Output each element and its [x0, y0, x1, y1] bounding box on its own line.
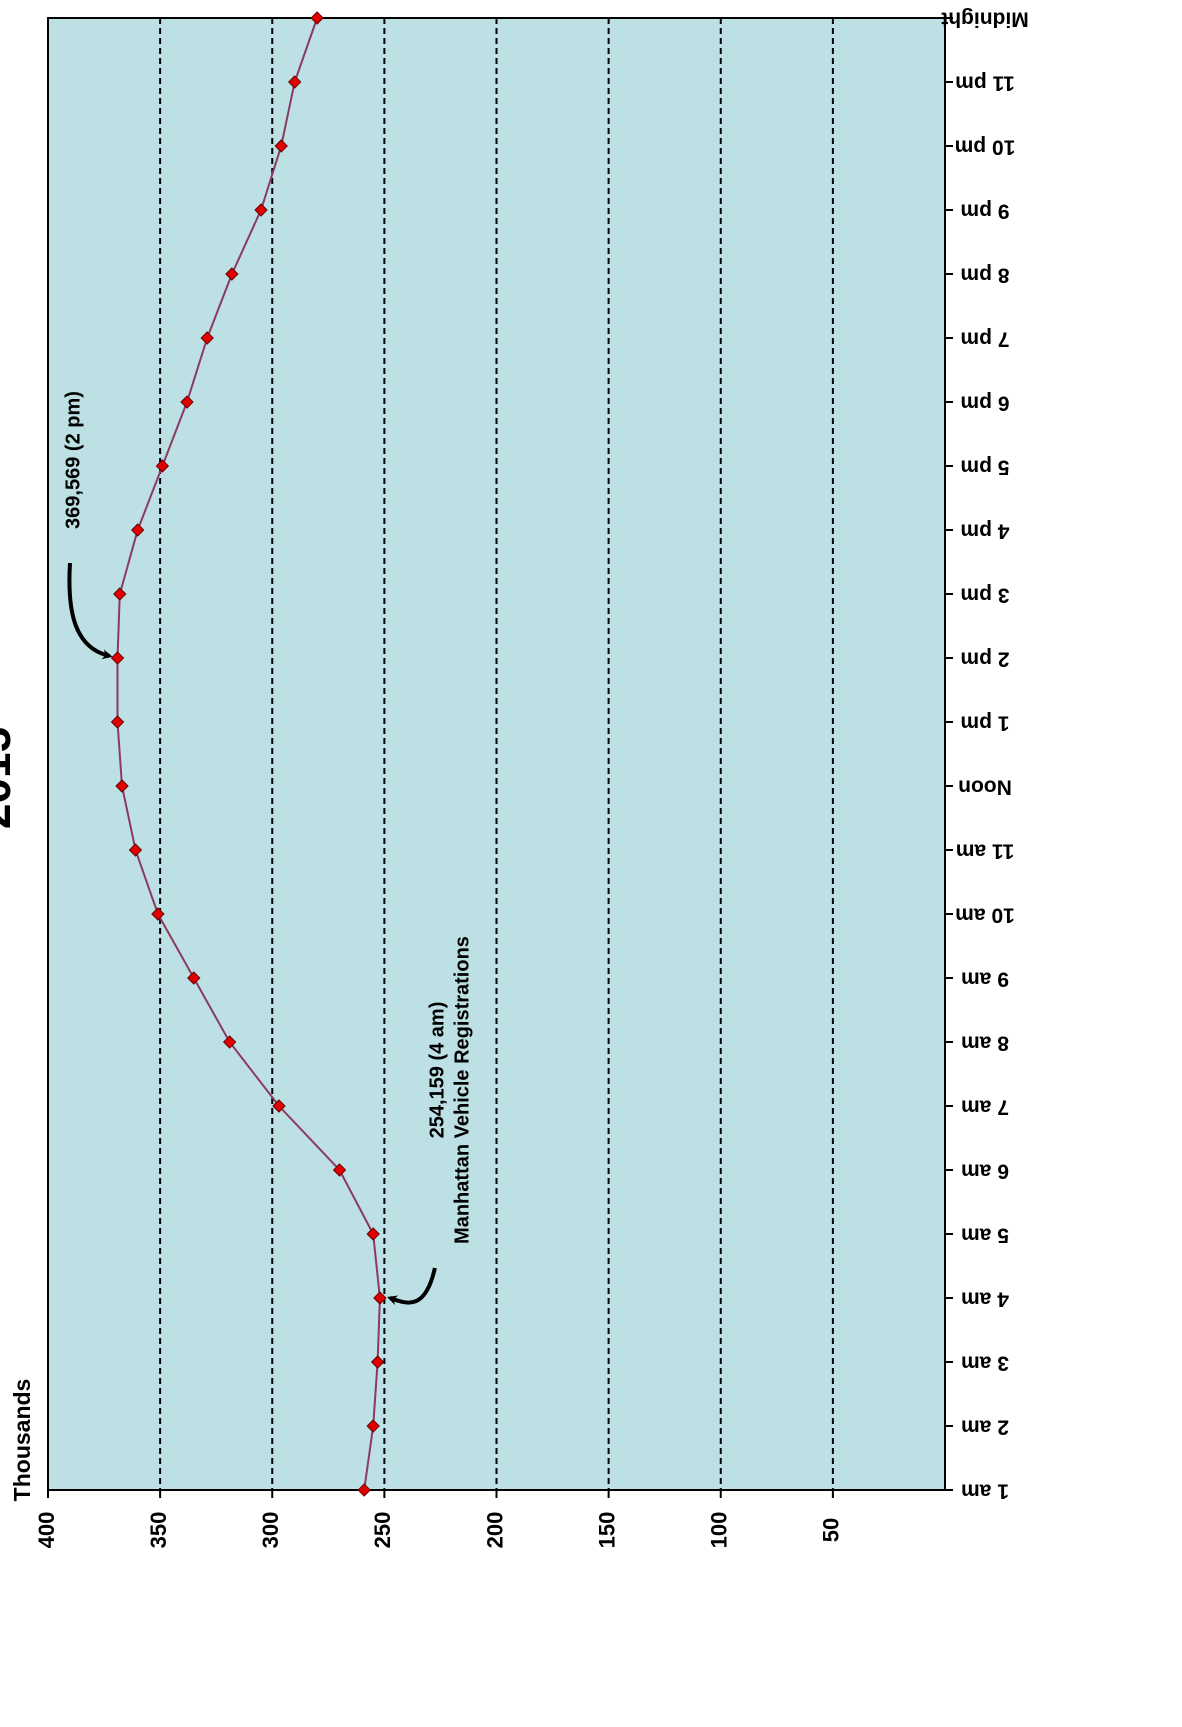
- data-point-midnight: [310, 11, 324, 25]
- data-point-1-pm: [110, 715, 125, 729]
- category-label-5: 6 am: [961, 1159, 1009, 1182]
- category-label-4: 5 am: [961, 1223, 1009, 1246]
- data-point-5-pm: [155, 459, 170, 473]
- value-tick-label-150: 150: [594, 1512, 619, 1549]
- category-label-0: 1 am: [961, 1479, 1009, 1502]
- data-point-5-am: [366, 1227, 380, 1241]
- data-point-11-am: [128, 843, 143, 857]
- data-point-10-pm: [274, 139, 288, 153]
- category-label-2: 3 am: [961, 1351, 1009, 1374]
- category-label-17: 6 pm: [960, 391, 1009, 414]
- category-label-9: 10 am: [955, 903, 1015, 926]
- data-point-11-pm: [287, 75, 302, 89]
- category-label-15: 4 pm: [960, 519, 1009, 542]
- category-label-16: 5 pm: [960, 455, 1009, 478]
- axes: [47, 17, 953, 1498]
- data-point-7-pm: [200, 331, 214, 345]
- data-point-8-am: [222, 1035, 237, 1049]
- chart-title: 2015: [0, 727, 20, 829]
- series-markers: [110, 11, 387, 1497]
- data-point-3-pm: [113, 587, 127, 601]
- annotation-min-value: 254,159 (4 am): [426, 1002, 448, 1139]
- data-point-noon: [115, 779, 129, 793]
- plot-frame: [47, 17, 946, 1491]
- category-label-7: 8 am: [961, 1031, 1009, 1054]
- data-point-8-pm: [225, 267, 239, 281]
- value-tick-label-300: 300: [258, 1512, 283, 1549]
- value-tick-label-50: 50: [819, 1518, 844, 1542]
- data-point-9-pm: [254, 203, 268, 217]
- category-label-12: 1 pm: [960, 711, 1009, 734]
- value-tick-label-200: 200: [482, 1512, 507, 1549]
- category-label-3: 4 am: [961, 1287, 1009, 1310]
- category-label-1: 2 am: [961, 1415, 1009, 1438]
- value-tick-label-350: 350: [146, 1512, 171, 1549]
- value-tick-label-100: 100: [707, 1512, 732, 1549]
- series-line: [116, 17, 381, 1491]
- data-point-6-pm: [180, 395, 194, 409]
- category-label-18: 7 pm: [960, 327, 1009, 350]
- data-point-3-am: [370, 1355, 385, 1369]
- data-point-2-pm: [110, 651, 125, 665]
- value-axis-unit-label: Thousands: [9, 1379, 35, 1502]
- annotations: 254,159 (4 am) Manhattan Vehicle Registra…: [62, 391, 473, 1305]
- category-label-11: Noon: [958, 775, 1012, 798]
- axis-labels: 400 350 300 250 200 150 100 50 1 am 2 am 3 am 4 am 5…: [0, 7, 1029, 1548]
- category-label-19: 8 pm: [960, 263, 1009, 286]
- annotation-arrow-max: [67, 562, 113, 660]
- category-label-13: 2 pm: [960, 647, 1009, 670]
- data-point-6-am: [332, 1163, 347, 1177]
- category-label-23: Midnight: [941, 7, 1028, 30]
- category-label-14: 3 pm: [960, 583, 1009, 606]
- category-label-10: 11 am: [956, 839, 1014, 862]
- data-point-9-am: [187, 971, 201, 985]
- category-label-20: 9 pm: [960, 199, 1009, 222]
- category-label-6: 7 am: [961, 1095, 1009, 1118]
- data-point-1-am: [357, 1483, 371, 1497]
- annotation-max-value: 369,569 (2 pm): [62, 391, 84, 529]
- data-point-4-am: [373, 1291, 387, 1305]
- value-tick-label-400: 400: [34, 1512, 59, 1549]
- data-point-4-pm: [130, 523, 145, 537]
- data-point-7-am: [272, 1099, 286, 1113]
- category-label-21: 10 pm: [955, 135, 1016, 158]
- category-label-22: 11 pm: [955, 71, 1015, 94]
- value-tick-label-250: 250: [370, 1512, 395, 1549]
- series-line-group: [116, 17, 381, 1491]
- annotation-arrow-min: [387, 1267, 437, 1305]
- gridlines: [159, 18, 834, 1490]
- data-point-2-am: [366, 1419, 380, 1433]
- annotation-min-desc: Manhattan Vehicle Registrations: [451, 936, 473, 1244]
- category-label-8: 9 am: [961, 967, 1009, 990]
- data-point-10-am: [151, 907, 165, 921]
